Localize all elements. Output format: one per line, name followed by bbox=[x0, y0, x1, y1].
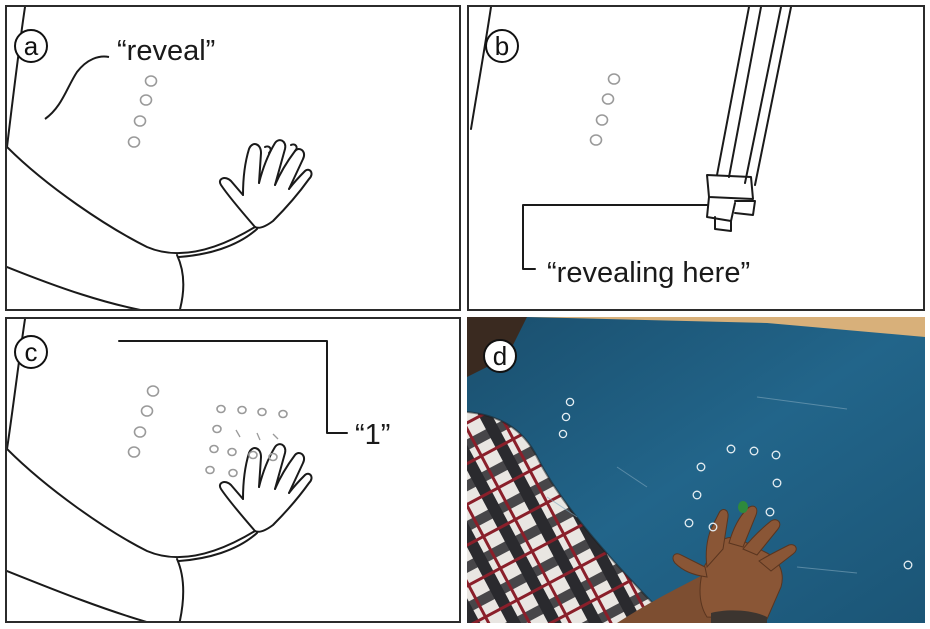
panel-label-d: d bbox=[483, 339, 517, 373]
dot-column-icon bbox=[589, 73, 621, 146]
speech-squiggle-icon bbox=[44, 55, 110, 120]
panel-label-c: c bbox=[14, 335, 48, 369]
hand-outline-icon bbox=[7, 319, 348, 621]
speech-reveal: “reveal” bbox=[117, 35, 216, 67]
panel-label-a: a bbox=[14, 29, 48, 63]
panel-a: a “reveal” bbox=[5, 5, 461, 311]
arm-outline-icon bbox=[7, 7, 313, 309]
dot-column-icon bbox=[127, 75, 158, 148]
panel-label-b: b bbox=[485, 29, 519, 63]
panel-b: b “revealing here” bbox=[467, 5, 925, 311]
dot-grid-icon bbox=[127, 385, 288, 478]
speech-revealing-here: “revealing here” bbox=[547, 257, 751, 289]
camera-rig-icon bbox=[470, 7, 792, 270]
panel-c: c “1” bbox=[5, 317, 461, 623]
panel-d-photo: d bbox=[467, 317, 925, 623]
speech-one: “1” bbox=[355, 419, 391, 451]
photo-scene bbox=[467, 317, 925, 623]
